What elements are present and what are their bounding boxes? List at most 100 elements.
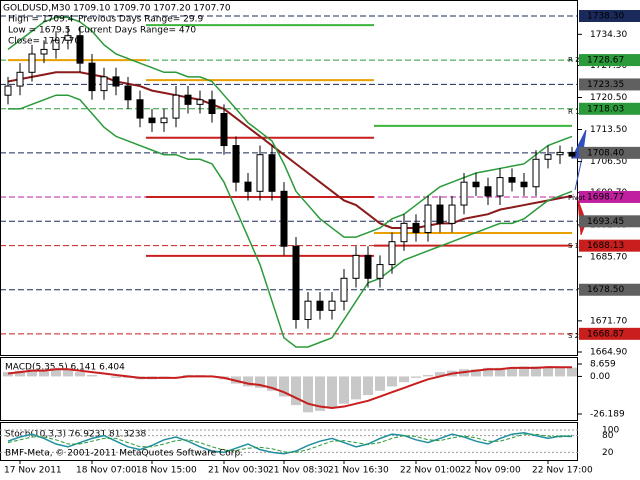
macd-bar bbox=[243, 376, 253, 387]
macd-bar bbox=[495, 367, 505, 377]
candle-body bbox=[484, 186, 492, 197]
level-label: 1678.50 bbox=[587, 285, 624, 295]
macd-bar bbox=[303, 376, 313, 413]
candle-body bbox=[556, 151, 564, 156]
candle-body bbox=[352, 254, 360, 279]
level-label: 1723.35 bbox=[587, 80, 624, 90]
macd-bar bbox=[483, 367, 493, 377]
level-label: 1693.45 bbox=[587, 217, 624, 227]
macd-bar bbox=[567, 367, 577, 377]
macd-bar bbox=[339, 376, 349, 404]
panel-label: MACD(5,35,5) 6.141 6.404 bbox=[5, 363, 125, 373]
macd-bar bbox=[3, 372, 13, 377]
x-tick-label: 22 Nov 09:00 bbox=[460, 466, 521, 476]
macd-bar bbox=[327, 376, 337, 408]
candle-body bbox=[100, 76, 108, 92]
candle-body bbox=[412, 222, 420, 234]
y-tick-label: 0.00 bbox=[590, 372, 610, 382]
macd-bar bbox=[399, 376, 409, 383]
pivot-name: S 1 bbox=[568, 242, 579, 250]
candle-body bbox=[16, 71, 24, 87]
candle-body bbox=[400, 222, 408, 243]
pivot-name: R 2 bbox=[568, 56, 580, 64]
level-label: 1708.40 bbox=[587, 148, 624, 158]
level-box bbox=[579, 54, 640, 67]
panel-label: Stoch(10,3,3) 76.9231 81.3238 bbox=[5, 430, 146, 440]
level-label: 1698.77 bbox=[587, 192, 624, 202]
macd-bar bbox=[87, 374, 97, 377]
level-label: 1738.30 bbox=[587, 12, 624, 22]
candle-body bbox=[448, 204, 456, 224]
candle-body bbox=[544, 154, 552, 160]
pivot-name: R 1 bbox=[568, 108, 580, 116]
candle-body bbox=[280, 190, 288, 247]
macd-bar bbox=[351, 376, 361, 400]
y-tick-label: 1734.30 bbox=[590, 30, 627, 40]
candle-body bbox=[292, 245, 300, 320]
candle-body bbox=[40, 48, 48, 55]
candle-body bbox=[136, 99, 144, 119]
y-tick-label: 1720.50 bbox=[590, 93, 627, 103]
macd-bar bbox=[531, 366, 541, 377]
y-tick-label: 20 bbox=[602, 448, 614, 458]
stoch-signal bbox=[7, 433, 573, 453]
info-text: Low = 1679.5 bbox=[8, 26, 70, 36]
x-tick-label: 17 Nov 2011 bbox=[4, 466, 62, 476]
candle-body bbox=[376, 264, 384, 279]
candle-body bbox=[268, 154, 276, 192]
candle-body bbox=[160, 117, 168, 124]
macd-bar bbox=[15, 370, 25, 377]
candle-body bbox=[184, 94, 192, 105]
info-text: GOLDUSD,M30 1709.10 1709.70 1707.20 1707… bbox=[3, 4, 231, 14]
x-tick-label: 21 Nov 00:30 bbox=[208, 466, 269, 476]
macd-bar bbox=[315, 376, 325, 411]
indicator-line bbox=[8, 94, 573, 348]
candle-body bbox=[388, 241, 396, 266]
candle-body bbox=[52, 39, 60, 50]
y-tick-label: 1671.70 bbox=[590, 316, 627, 326]
macd-bar bbox=[39, 369, 49, 377]
macd-bar bbox=[471, 369, 481, 377]
blue-arrow bbox=[571, 129, 587, 191]
copyright: BMF-Meta, © 2001-2011 MetaQuotes Softwar… bbox=[5, 449, 243, 459]
macd-bar bbox=[267, 376, 277, 391]
candle-body bbox=[232, 145, 240, 183]
indicator-line bbox=[7, 16, 573, 238]
level-box bbox=[579, 146, 640, 159]
candle-body bbox=[340, 277, 348, 302]
level-box bbox=[579, 190, 640, 203]
macd-signal bbox=[7, 366, 573, 409]
level-box bbox=[579, 327, 640, 340]
macd-bar bbox=[279, 376, 289, 397]
info-text: High = 1709.4 bbox=[8, 15, 74, 25]
candle-body bbox=[472, 181, 480, 188]
x-tick-label: 18 Nov 07:00 bbox=[76, 466, 137, 476]
candle-body bbox=[316, 300, 324, 311]
candle-body bbox=[244, 181, 252, 192]
info-text: Close= 1707.70 bbox=[8, 37, 80, 47]
macd-bar bbox=[75, 372, 85, 377]
macd-bar bbox=[363, 376, 373, 396]
x-tick-label: 21 Nov 16:30 bbox=[328, 466, 389, 476]
candle-body bbox=[508, 177, 516, 183]
x-tick-label: 18 Nov 15:00 bbox=[136, 466, 197, 476]
candle-body bbox=[460, 181, 468, 206]
y-tick-label: 8.659 bbox=[590, 360, 616, 370]
level-label: 1688.13 bbox=[587, 241, 624, 251]
candle-body bbox=[328, 300, 336, 311]
candle-body bbox=[436, 204, 444, 224]
macd-bar bbox=[411, 376, 421, 378]
candle-body bbox=[220, 113, 228, 147]
candle-body bbox=[520, 181, 528, 188]
candle-body bbox=[112, 76, 120, 87]
y-tick-label: 100 bbox=[602, 426, 619, 436]
macd-bar bbox=[111, 376, 121, 378]
level-box bbox=[579, 239, 640, 252]
candle-body bbox=[64, 35, 72, 41]
candle-body bbox=[28, 53, 36, 73]
candle-body bbox=[76, 35, 84, 64]
level-label: 1718.03 bbox=[587, 104, 624, 114]
level-label: 1728.67 bbox=[587, 56, 624, 66]
y-tick-label: 1685.70 bbox=[590, 252, 627, 262]
candle-body bbox=[124, 85, 132, 101]
